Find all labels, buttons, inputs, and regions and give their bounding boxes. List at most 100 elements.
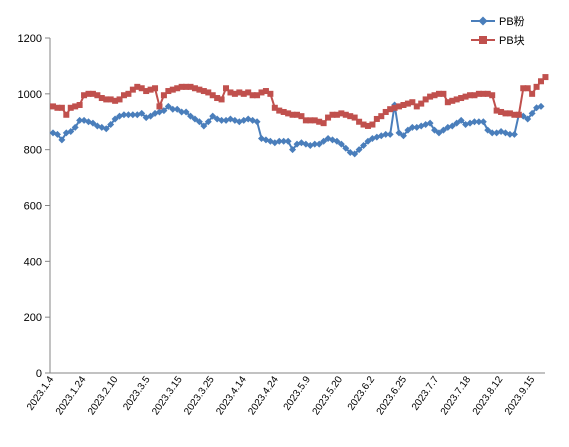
data-point <box>524 115 532 123</box>
data-point <box>448 122 456 130</box>
data-point <box>431 126 439 134</box>
data-point <box>400 102 407 108</box>
data-point <box>182 108 190 116</box>
data-point <box>395 129 403 137</box>
data-point <box>529 90 536 97</box>
data-point <box>169 86 176 93</box>
x-tick-label: 2023.4.14 <box>214 374 249 417</box>
data-point <box>81 92 88 99</box>
data-point <box>316 118 323 125</box>
data-point <box>364 137 372 145</box>
data-point <box>488 129 496 137</box>
data-point <box>427 93 434 100</box>
data-point <box>280 108 287 115</box>
data-point <box>67 128 75 136</box>
y-tick-label: 600 <box>24 201 42 213</box>
data-point <box>89 119 97 127</box>
data-point <box>138 109 146 117</box>
data-point <box>129 111 137 119</box>
data-point <box>111 115 119 123</box>
data-point <box>58 136 66 144</box>
data-point <box>218 116 226 124</box>
data-point <box>351 150 359 158</box>
data-point <box>458 95 465 102</box>
data-point <box>147 86 154 93</box>
data-point <box>183 83 190 90</box>
data-point <box>431 92 438 99</box>
data-point <box>53 130 61 138</box>
data-point <box>267 90 274 97</box>
data-point <box>333 137 341 145</box>
legend-label: PB粉 <box>499 15 525 28</box>
legend-swatch-marker <box>478 16 488 26</box>
data-point <box>484 126 492 134</box>
data-point <box>387 106 394 113</box>
y-tick-label: 200 <box>24 312 42 324</box>
data-point <box>253 118 261 126</box>
data-point <box>356 118 363 125</box>
data-point <box>240 90 247 97</box>
x-tick-label: 2023.6.2 <box>346 374 378 413</box>
data-point <box>218 96 225 103</box>
data-point <box>174 85 181 92</box>
data-point <box>245 89 252 96</box>
data-point <box>94 92 101 99</box>
data-point <box>169 105 177 113</box>
data-point <box>515 111 522 118</box>
data-point <box>58 104 65 111</box>
data-point <box>404 126 412 134</box>
legend: PB粉 PB块 <box>471 15 525 47</box>
data-point <box>125 90 132 97</box>
data-point <box>479 118 487 126</box>
data-point <box>378 113 385 120</box>
data-point <box>347 113 354 120</box>
data-point <box>191 85 198 92</box>
data-point <box>470 118 478 126</box>
y-tick-label: 0 <box>36 368 42 380</box>
data-point <box>408 123 416 131</box>
data-point <box>187 112 195 120</box>
data-point <box>342 111 349 118</box>
data-point <box>147 112 155 120</box>
data-point <box>311 140 319 148</box>
data-point <box>173 105 181 113</box>
x-tick-label: 2023.5.9 <box>282 374 314 413</box>
x-tick-label: 2023.1.24 <box>54 374 89 417</box>
data-point <box>533 83 540 90</box>
data-point <box>112 97 119 104</box>
data-point <box>311 117 318 124</box>
y-tick-label: 1000 <box>18 89 42 101</box>
data-point <box>338 110 345 117</box>
data-point <box>50 103 56 110</box>
data-point <box>85 90 92 97</box>
data-point <box>329 111 336 118</box>
data-point <box>396 103 403 110</box>
x-tick-label: 2023.4.24 <box>246 374 281 417</box>
data-point <box>178 83 185 90</box>
data-point <box>453 96 460 103</box>
data-point <box>285 110 292 117</box>
data-point <box>467 92 474 99</box>
series-2 <box>50 74 549 129</box>
data-point <box>63 111 70 118</box>
data-point <box>364 122 371 129</box>
data-point <box>120 92 127 99</box>
data-point <box>386 130 394 138</box>
data-point <box>537 102 545 110</box>
data-point <box>369 121 376 128</box>
data-point <box>103 96 110 103</box>
data-point <box>391 104 398 111</box>
data-point <box>409 99 416 106</box>
data-point <box>195 118 203 126</box>
data-point <box>342 144 350 152</box>
data-point <box>325 114 332 121</box>
data-point <box>134 83 141 90</box>
data-point <box>444 99 451 106</box>
data-point <box>449 97 456 104</box>
data-point <box>258 89 265 96</box>
data-point <box>453 119 461 127</box>
x-tick-label: 2023.3.5 <box>121 374 153 413</box>
data-point <box>124 111 132 119</box>
data-point <box>320 120 327 127</box>
